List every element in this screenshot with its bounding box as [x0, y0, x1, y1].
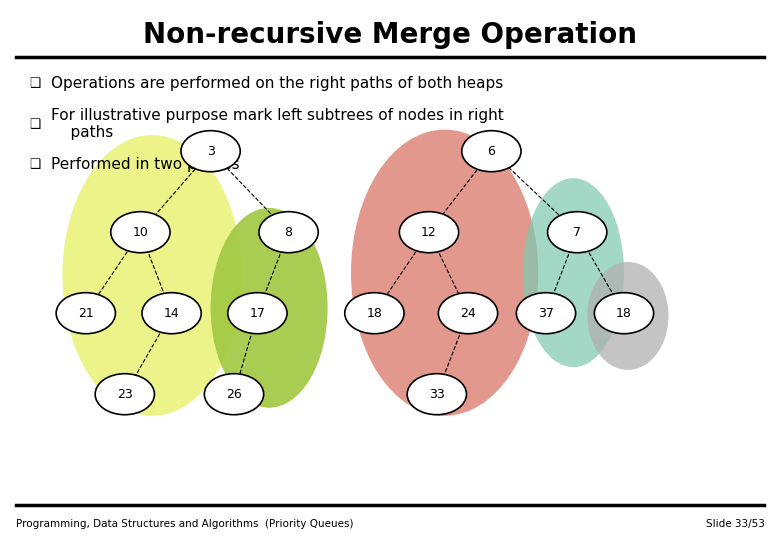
Text: 21: 21 [78, 307, 94, 320]
Text: ❑: ❑ [30, 77, 41, 90]
Circle shape [345, 293, 404, 334]
Ellipse shape [523, 178, 624, 367]
Circle shape [228, 293, 287, 334]
Text: 33: 33 [429, 388, 445, 401]
Ellipse shape [62, 135, 242, 416]
Circle shape [407, 374, 466, 415]
Circle shape [516, 293, 576, 334]
Ellipse shape [351, 130, 538, 416]
Ellipse shape [211, 208, 328, 408]
Text: ❑: ❑ [30, 158, 41, 171]
Text: 37: 37 [538, 307, 554, 320]
Text: Performed in two passes: Performed in two passes [51, 157, 239, 172]
Circle shape [548, 212, 607, 253]
Text: 18: 18 [616, 307, 632, 320]
Text: 3: 3 [207, 145, 215, 158]
Text: 10: 10 [133, 226, 148, 239]
Text: 23: 23 [117, 388, 133, 401]
Text: For illustrative purpose mark left subtrees of nodes in right
    paths: For illustrative purpose mark left subtr… [51, 108, 503, 140]
Text: 24: 24 [460, 307, 476, 320]
Text: Non-recursive Merge Operation: Non-recursive Merge Operation [143, 21, 637, 49]
Text: 26: 26 [226, 388, 242, 401]
Text: Operations are performed on the right paths of both heaps: Operations are performed on the right pa… [51, 76, 503, 91]
Circle shape [181, 131, 240, 172]
Text: Programming, Data Structures and Algorithms  (Priority Queues): Programming, Data Structures and Algorit… [16, 519, 353, 529]
Text: 8: 8 [285, 226, 292, 239]
Circle shape [142, 293, 201, 334]
Text: 6: 6 [488, 145, 495, 158]
Circle shape [399, 212, 459, 253]
Circle shape [204, 374, 264, 415]
Circle shape [462, 131, 521, 172]
Circle shape [438, 293, 498, 334]
Circle shape [95, 374, 154, 415]
Text: ❑: ❑ [30, 118, 41, 131]
Text: 14: 14 [164, 307, 179, 320]
Text: Slide 33/53: Slide 33/53 [706, 519, 764, 529]
Circle shape [111, 212, 170, 253]
Circle shape [594, 293, 654, 334]
Circle shape [56, 293, 115, 334]
Circle shape [259, 212, 318, 253]
Text: 17: 17 [250, 307, 265, 320]
Text: 7: 7 [573, 226, 581, 239]
Text: 12: 12 [421, 226, 437, 239]
Text: 18: 18 [367, 307, 382, 320]
Ellipse shape [587, 262, 668, 370]
